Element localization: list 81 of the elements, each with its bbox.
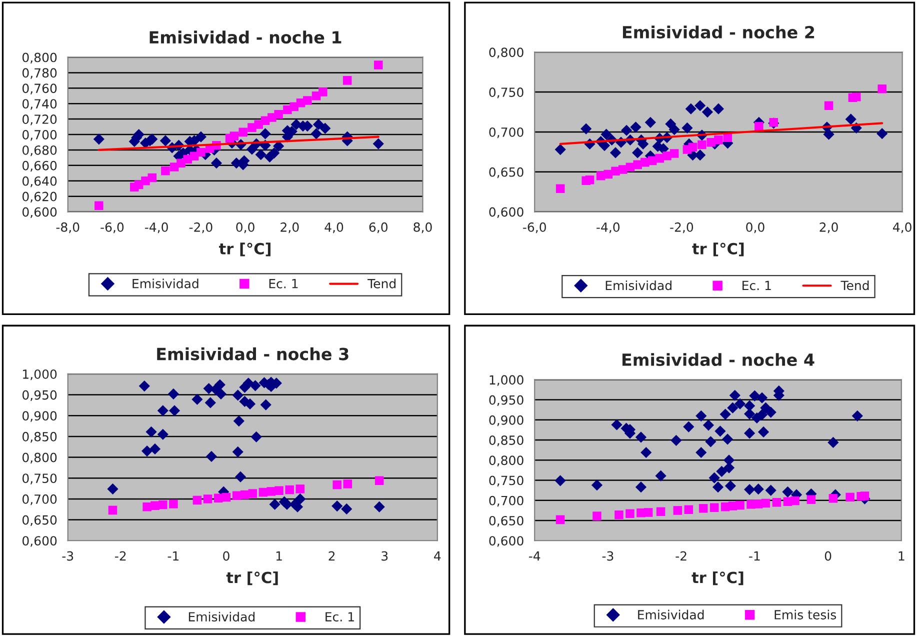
y-tick-label: 0,740 [22, 99, 57, 110]
legend-label: Ec. 1 [269, 279, 298, 288]
legend-label: Emisividad [132, 278, 198, 288]
y-tick-label: 0,700 [22, 130, 57, 141]
x-tick-label: -1 [749, 551, 760, 561]
x-tick-label: 2,0 [280, 222, 299, 234]
legend-label: Emis tesis [774, 610, 836, 620]
x-axis-title: tr [°C] [226, 571, 278, 586]
y-tick-label: 0,650 [489, 516, 524, 527]
x-tick-label: 8,0 [414, 222, 432, 234]
x-tick-label: -2,0 [189, 222, 212, 234]
y-tick-label: 1,000 [23, 369, 57, 380]
y-tick-label: 0,800 [489, 48, 524, 58]
y-tick-label: 0,700 [489, 127, 524, 138]
x-tick-label: -2 [115, 551, 126, 561]
y-tick-label: 0,650 [489, 167, 524, 178]
x-tick-label: 0,0 [236, 222, 254, 234]
x-tick-label: 4 [434, 551, 441, 561]
y-tick-label: 0,600 [22, 207, 57, 218]
x-tick-label: -4,0 [144, 222, 168, 234]
y-tick-label: 0,800 [22, 52, 57, 64]
y-tick-label: 0,700 [22, 494, 57, 506]
x-tick-label: 3 [382, 551, 388, 561]
y-tick-label: 0,650 [22, 515, 57, 526]
y-tick-label: 0,680 [22, 145, 57, 156]
y-tick-label: 0,660 [22, 160, 57, 172]
x-tick-label: 0 [223, 551, 230, 561]
y-tick-label: 0,750 [22, 474, 57, 484]
legend-label: Tend [840, 280, 869, 290]
y-tick-label: 1,000 [490, 375, 524, 386]
legend-label: Ec. 1 [742, 280, 771, 290]
x-tick-label: -4 [528, 551, 540, 561]
y-tick-label: 0,800 [489, 456, 524, 466]
x-tick-label: -6,0 [100, 222, 124, 234]
x-axis-title: tr [°C] [219, 242, 270, 256]
x-tick-label: -4,0 [596, 222, 620, 234]
x-axis-title: tr [°C] [692, 242, 744, 256]
x-tick-label: 0,0 [746, 222, 764, 234]
x-tick-label: -3 [62, 551, 74, 561]
y-tick-label: 0,620 [22, 192, 57, 203]
y-tick-label: 0,600 [22, 536, 57, 547]
y-tick-label: 0,760 [22, 84, 57, 94]
x-tick-label: 4,0 [324, 222, 344, 234]
chart-title: Emisividad - noche 2 [622, 26, 814, 38]
y-tick-label: 0,750 [489, 88, 524, 98]
x-tick-label: -1 [168, 551, 179, 561]
y-tick-label: 0,640 [22, 176, 57, 188]
y-tick-label: 0,950 [22, 390, 57, 401]
x-tick-label: -3 [602, 551, 614, 561]
y-tick-label: 0,780 [22, 68, 57, 79]
y-tick-label: 0,900 [22, 411, 57, 422]
x-tick-label: 6,0 [369, 222, 388, 234]
chart-title: Emisividad - noche 4 [622, 353, 814, 366]
x-tick-label: 2 [328, 551, 335, 561]
y-tick-label: 0,600 [489, 536, 524, 547]
chart-title: Emisividad - noche 3 [157, 347, 348, 360]
x-tick-label: 1 [898, 551, 904, 561]
x-tick-label: 1 [276, 551, 282, 561]
x-tick-label: 4,0 [893, 222, 912, 234]
y-tick-label: 0,900 [489, 415, 524, 426]
x-tick-label: -8,0 [56, 222, 80, 234]
x-tick-label: -2,0 [670, 222, 694, 234]
legend-label: Ec. 1 [326, 612, 354, 622]
y-tick-label: 0,800 [22, 452, 57, 464]
y-tick-label: 0,850 [489, 436, 524, 446]
legend-label: Emisividad [188, 612, 255, 622]
y-tick-label: 0,850 [22, 432, 57, 443]
y-tick-label: 0,700 [489, 496, 524, 507]
y-tick-label: 0,600 [489, 207, 524, 218]
x-tick-label: 2,0 [820, 222, 838, 234]
x-tick-label: -6,0 [523, 222, 546, 234]
y-tick-label: 0,750 [489, 476, 524, 486]
legend-label: Emisividad [638, 610, 704, 620]
legend-label: Emisividad [606, 280, 672, 290]
x-axis-title: tr [°C] [692, 571, 744, 586]
x-tick-label: 0 [824, 551, 832, 561]
y-tick-label: 0,950 [489, 395, 524, 406]
legend-label: Tend [368, 278, 396, 288]
chart-title: Emisividad - noche 1 [150, 30, 342, 44]
x-tick-label: -2 [676, 551, 686, 561]
y-tick-label: 0,720 [22, 114, 57, 126]
